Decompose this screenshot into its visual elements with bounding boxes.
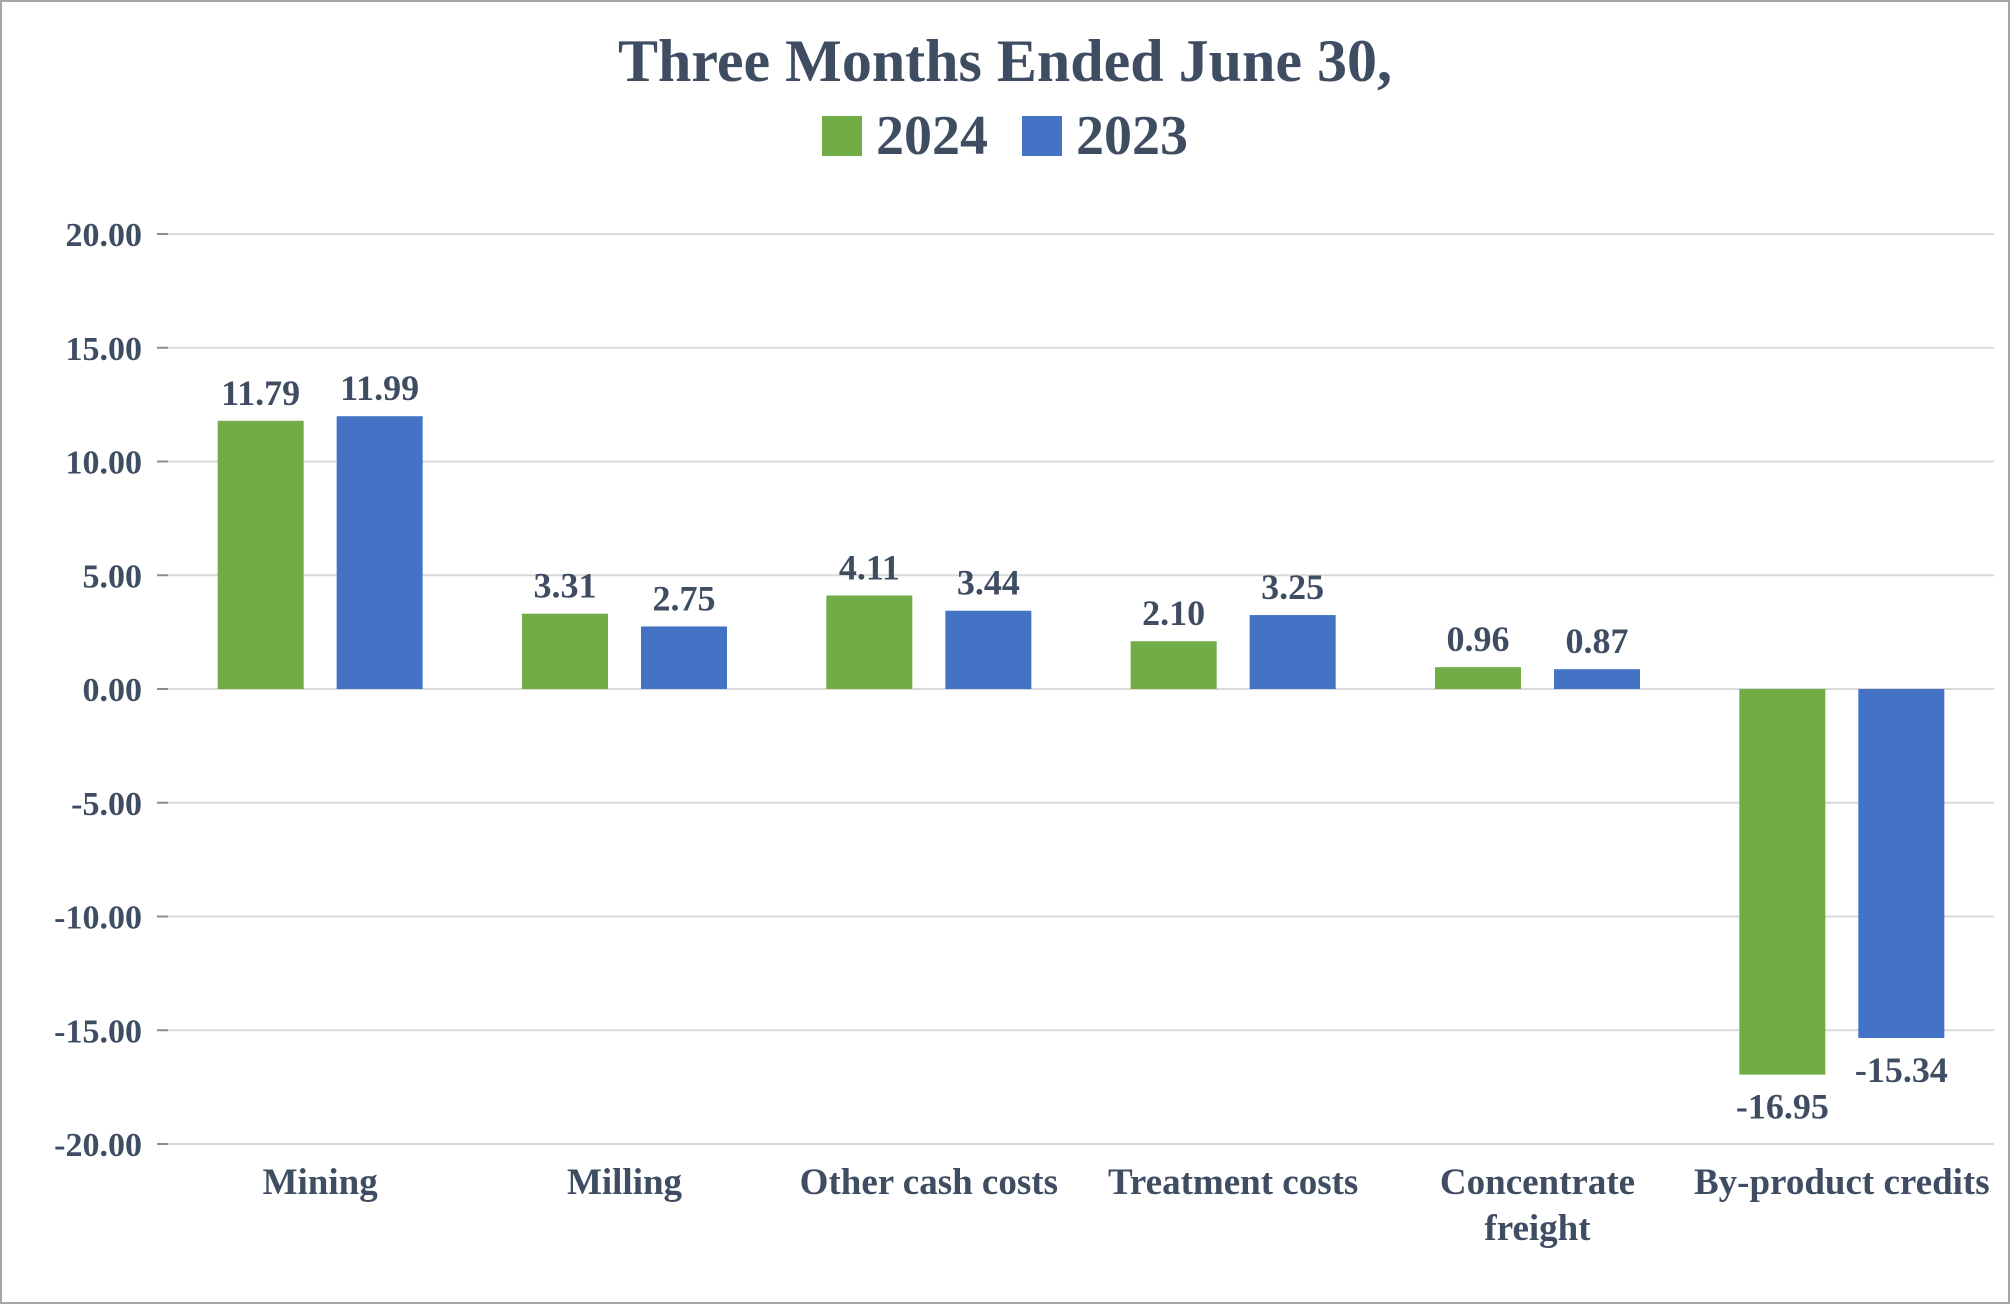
bar-2023 xyxy=(1858,689,1945,1038)
y-axis-label: -5.00 xyxy=(71,786,142,823)
category-label: Other cash costs xyxy=(800,1162,1058,1203)
bar-2023 xyxy=(336,416,423,689)
category-label: Concentrate freight xyxy=(1440,1162,1635,1249)
bar-2024 xyxy=(826,595,913,689)
legend-swatch-2023 xyxy=(1022,116,1062,156)
y-axis-label: -15.00 xyxy=(54,1013,142,1050)
value-label: 0.96 xyxy=(1447,619,1510,659)
bar-2024 xyxy=(1130,641,1217,689)
value-label: 2.75 xyxy=(653,578,716,618)
bar-2023 xyxy=(1249,615,1336,689)
y-axis-label: 20.00 xyxy=(66,217,143,254)
y-axis-label: 5.00 xyxy=(83,558,143,595)
chart-title: Three Months Ended June 30, xyxy=(617,28,1393,94)
legend: 2024 2023 xyxy=(2,104,2008,168)
bar-2024 xyxy=(217,420,304,689)
category-label: By-product credits xyxy=(1694,1162,1990,1203)
category-label: Mining xyxy=(263,1162,379,1203)
bar-2023 xyxy=(945,610,1032,689)
bar-2023 xyxy=(1554,669,1640,689)
value-label: 0.87 xyxy=(1566,621,1629,661)
legend-label: 2024 xyxy=(876,105,988,167)
value-label: 4.11 xyxy=(839,547,900,587)
value-label: 2.10 xyxy=(1142,593,1205,633)
bar-2024 xyxy=(1435,667,1521,689)
y-axis-label: 0.00 xyxy=(83,672,143,709)
bar-2024 xyxy=(1739,689,1826,1075)
value-label: -16.95 xyxy=(1736,1087,1829,1127)
category-label: Milling xyxy=(567,1162,683,1203)
y-axis-label: -10.00 xyxy=(54,900,142,937)
value-label: 3.44 xyxy=(957,563,1020,603)
y-axis-label: -20.00 xyxy=(54,1127,142,1164)
value-label: 11.99 xyxy=(340,368,419,408)
legend-swatch-2024 xyxy=(822,116,862,156)
y-axis-label: 15.00 xyxy=(66,331,143,368)
bar-2024 xyxy=(522,613,608,689)
y-axis-label: 10.00 xyxy=(66,445,143,482)
bar-2023 xyxy=(641,626,727,689)
value-label: 11.79 xyxy=(221,373,300,413)
legend-label: 2023 xyxy=(1076,105,1188,167)
value-label: 3.31 xyxy=(534,566,597,606)
legend-item-2023: 2023 xyxy=(1022,104,1188,168)
category-label: Treatment costs xyxy=(1108,1162,1358,1203)
value-label: -15.34 xyxy=(1855,1050,1948,1090)
value-label: 3.25 xyxy=(1261,567,1324,607)
chart-header: Three Months Ended June 30, 2024 2023 xyxy=(2,28,2008,168)
legend-item-2024: 2024 xyxy=(822,104,988,168)
